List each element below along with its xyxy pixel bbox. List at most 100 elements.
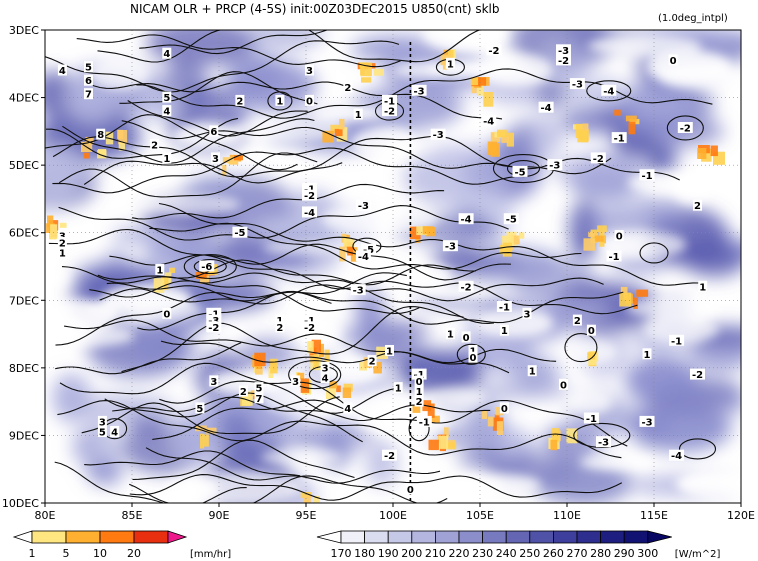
precip-cell — [313, 495, 320, 503]
precip-colorbar-label: 5 — [63, 547, 70, 560]
contour-label-text: -2 — [461, 282, 472, 293]
contour-label-text: 2 — [236, 96, 243, 107]
precip-colorbar-cell — [133, 530, 169, 544]
contour-label: -1 — [669, 334, 685, 347]
olr-clear — [393, 61, 467, 79]
contour-label-text: 0 — [306, 96, 313, 107]
contour-label-text: 6 — [210, 127, 217, 138]
precip-cell — [710, 145, 718, 157]
contour-label: 1 — [445, 328, 455, 341]
contour-line — [159, 380, 628, 447]
contour-label: 3 — [320, 361, 330, 374]
olr-blob — [514, 357, 560, 389]
contour-label: -2 — [690, 368, 705, 381]
olr-blob — [556, 75, 633, 110]
contour-label-text: 0 — [670, 56, 677, 67]
contour-ring — [456, 343, 486, 365]
contour-label-text: 3 — [210, 377, 217, 388]
olr-colorbar-cell — [364, 530, 389, 544]
contour-line — [48, 228, 511, 281]
contour-label-text: 1 — [386, 347, 393, 358]
contour-line — [139, 30, 329, 55]
contour-ring — [183, 253, 237, 280]
contour-label-text: -5 — [506, 215, 517, 226]
precip-cell — [195, 272, 207, 279]
olr-clear — [672, 170, 715, 204]
contour-label: 0 — [468, 351, 478, 364]
contour-label: -3 — [639, 415, 655, 428]
chart-subtitle: (1.0deg_intpl) — [658, 13, 728, 24]
x-tick-label: 110E — [553, 509, 581, 522]
precip-cell — [628, 121, 636, 135]
contour-label-text: 2 — [369, 357, 376, 368]
contour-label: 3 — [305, 64, 314, 77]
contour-line — [152, 399, 345, 440]
contour-label: 1 — [162, 152, 172, 165]
contour-label-text: 3 — [322, 363, 329, 374]
olr-blob — [239, 337, 298, 371]
contour-label: -2 — [382, 449, 397, 462]
precip-cell — [487, 141, 497, 155]
contour-label: -4 — [355, 250, 371, 263]
x-tick-label: 105E — [466, 509, 494, 522]
contour-line — [136, 68, 713, 119]
contour-line — [112, 396, 491, 422]
precip-cell — [330, 124, 341, 133]
contour-line — [57, 400, 622, 459]
contour-line — [45, 114, 298, 171]
contour-ring — [639, 242, 669, 264]
contour-label-text: -3 — [549, 161, 560, 172]
contour-label-text: 3 — [524, 309, 531, 320]
contour-label-text: -3 — [572, 80, 583, 91]
contour-label-text: 7 — [256, 394, 263, 405]
olr-colorbar-low-arrow — [316, 530, 342, 544]
contour-line — [52, 147, 515, 194]
contour-label-text: -2 — [304, 323, 315, 334]
precip-cell — [629, 119, 640, 125]
olr-colorbar-cell — [529, 530, 554, 544]
olr-clear — [580, 454, 655, 470]
contour-label-text: -2 — [680, 124, 691, 135]
contour-label: 3 — [97, 415, 107, 428]
contour-label-text: -3 — [641, 417, 652, 428]
precip-cell — [339, 118, 345, 130]
contour-label-text: -2 — [488, 46, 499, 57]
precip-cell — [97, 149, 107, 155]
contour-ring — [193, 258, 227, 275]
precip-cell — [428, 415, 440, 423]
precip-cell — [551, 428, 560, 442]
olr-blob — [469, 381, 572, 399]
precip-cell — [255, 364, 263, 375]
olr-colorbar-label: 260 — [543, 547, 564, 560]
contour-label: 2 — [343, 81, 353, 94]
precip-cell — [583, 238, 596, 251]
precip-colorbar-cell — [65, 530, 101, 544]
y-axis: 3DEC 4DEC 5DEC 6DEC 7DEC 8DEC 9DEC 10DEC — [2, 24, 45, 510]
contour-label-text: 4 — [163, 49, 170, 60]
olr-blob — [352, 85, 463, 130]
precip-cell — [83, 152, 90, 159]
precip-cell — [494, 414, 500, 422]
contour-label: 0 — [614, 230, 624, 243]
precip-cell — [343, 238, 355, 247]
olr-colorbar-cell — [482, 530, 507, 544]
contour-label: 6 — [84, 74, 93, 87]
olr-blob — [611, 255, 667, 272]
contour-label: 1 — [414, 385, 424, 398]
precip-cell — [334, 128, 343, 137]
contour-label-text: 0 — [470, 353, 477, 364]
olr-colorbar-label: 280 — [590, 547, 611, 560]
contour-label: 0 — [559, 378, 568, 391]
precip-cell — [359, 361, 367, 371]
contour-label-text: 1 — [447, 59, 454, 70]
contour-label: 4 — [57, 64, 67, 77]
contour-line — [145, 447, 441, 484]
contour-label-text: 2 — [151, 140, 158, 151]
contour-label: 2 — [275, 321, 285, 334]
contour-label: -4 — [538, 101, 554, 114]
contour-label-text: 5 — [85, 63, 92, 74]
contour-label-text: -5 — [514, 167, 525, 178]
precip-cell — [497, 129, 507, 138]
olr-clear — [567, 389, 612, 414]
precip-colorbar-label: 1 — [29, 547, 36, 560]
